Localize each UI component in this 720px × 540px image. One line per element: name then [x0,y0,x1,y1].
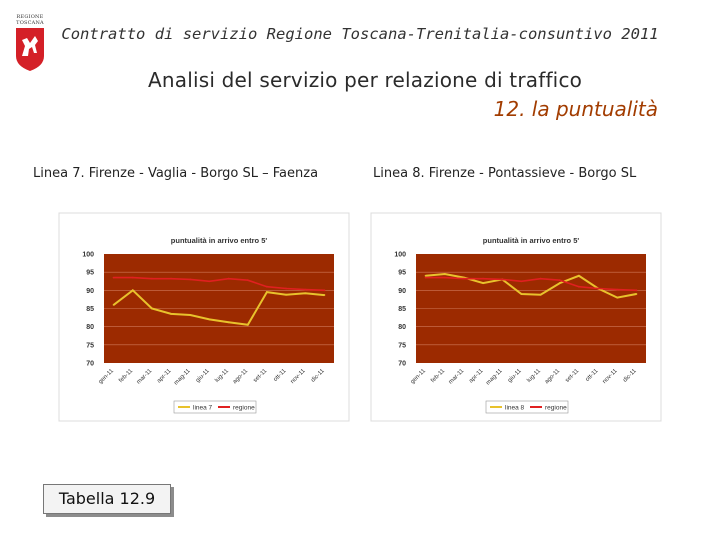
y-tick-label: 80 [398,324,406,331]
y-tick-label: 70 [398,361,406,368]
page-subtitle: 12. la puntualità [493,97,658,121]
legend-box [173,400,257,414]
data-point [208,280,211,283]
y-tick-label: 85 [86,306,94,313]
data-point [539,277,542,280]
data-point [558,279,561,282]
data-point [285,287,287,290]
data-point [616,296,619,299]
data-point [597,287,599,290]
data-point [131,276,134,279]
series-line [425,276,637,292]
data-point [246,323,249,326]
legend-label: regione [233,405,255,412]
data-point [323,294,326,296]
data-point [285,293,287,296]
chart-linea-8-svg: puntualità in arrivo entro 5' 70 75 80 85 90 9… [370,212,662,422]
series-line [113,276,325,292]
data-point [424,274,427,277]
y-tick-label: 80 [86,324,94,331]
series-line [112,288,325,326]
y-tick-label: 95 [398,270,406,277]
data-point [189,314,192,316]
y-tick-label: 90 [398,288,406,295]
data-point [170,277,172,280]
logo-text-line-1: REGIONE [16,14,44,20]
data-point [246,279,249,282]
series-line [425,272,637,299]
data-point [227,321,230,324]
data-point [443,273,446,275]
data-point [189,278,192,281]
data-point [635,293,638,295]
y-tick-label: 100 [394,252,406,259]
data-point [304,288,307,291]
data-point [520,293,523,295]
data-point [304,292,307,295]
data-point [208,318,211,321]
data-point [112,276,115,279]
panel-label-linea-7: Linea 7. Firenze - Vaglia - Borgo SL – F… [33,166,319,181]
data-point [501,278,504,281]
data-point [463,277,465,280]
y-tick-label: 75 [86,342,94,349]
y-tick-label: 100 [82,252,94,259]
chart-linea-7-svg: puntualità in arrivo entro 5' 70 75 80 85 90 9… [58,212,350,422]
legend-label: linea 7 [193,405,213,412]
chart-title: puntualità in arrivo entro 5' [171,236,268,245]
y-tick-label: 90 [86,288,94,295]
data-point [227,277,230,280]
data-point [151,307,153,310]
data-point [520,280,523,283]
header-title: Contratto di servizio Regione Toscana-Tr… [61,25,659,43]
data-point [131,289,134,292]
legend-label: regione [545,405,567,412]
data-point [482,277,484,280]
panel-label-linea-8: Linea 8. Firenze - Pontassieve - Borgo S… [373,166,637,181]
y-tick-label: 95 [86,270,94,277]
logo-text-line-2: TOSCANA [16,20,44,26]
data-point [635,289,638,292]
chart-title: puntualità in arrivo entro 5' [483,236,580,245]
data-point [558,282,561,284]
data-point [424,276,427,279]
data-point [266,291,268,294]
legend-box [485,400,569,414]
data-point [112,303,115,306]
y-tick-label: 75 [398,342,406,349]
data-point [482,282,484,284]
y-tick-label: 85 [398,306,406,313]
data-point [151,277,153,280]
data-point [578,274,580,277]
data-point [443,276,446,279]
data-point [323,289,326,292]
y-tick-label: 70 [86,361,94,368]
page-title: Analisi del servizio per relazione di tr… [148,68,583,92]
data-point [578,285,580,288]
legend-label: linea 8 [505,405,525,412]
data-point [266,285,268,288]
pegasus-emblem-icon [16,28,44,71]
data-point [616,288,619,291]
data-point [539,293,542,296]
tabella-label: Tabella 12.9 [43,484,171,514]
chart-linea-7: puntualità in arrivo entro 5' 70 75 80 85 90 9… [58,212,350,422]
regione-toscana-logo: REGIONE TOSCANA [8,14,52,72]
data-point [170,313,172,315]
chart-linea-8: puntualità in arrivo entro 5' 70 75 80 85 90 9… [370,212,662,422]
